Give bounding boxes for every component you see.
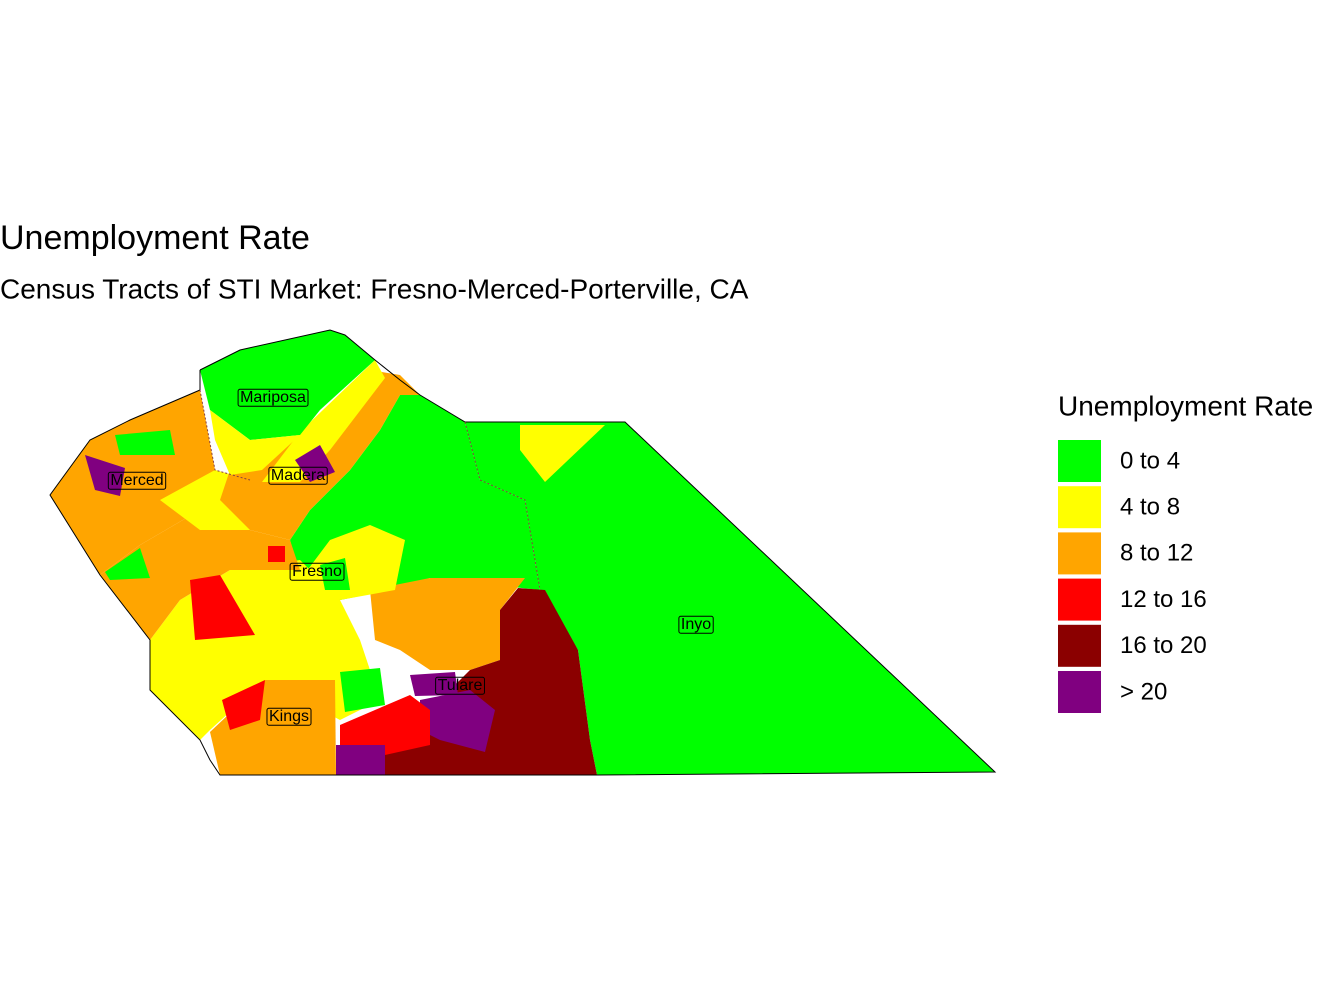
county-label: Fresno: [292, 563, 342, 580]
region: [520, 425, 605, 482]
legend: 0 to 4 4 to 8 8 to 12 12 to 16 16 to 20 > 20: [1058, 440, 1207, 713]
county-label-box: [435, 676, 485, 695]
county-label: Tulare: [438, 677, 483, 694]
county-label: Merced: [110, 472, 163, 489]
legend-label: 4 to 8: [1120, 494, 1180, 521]
legend-title: Unemployment Rate: [1058, 390, 1313, 421]
region: [295, 445, 335, 482]
legend-swatch: [1058, 624, 1101, 667]
county-label-box: [268, 466, 328, 485]
region: [210, 410, 300, 475]
county-label-box: [678, 615, 714, 634]
region: [262, 360, 385, 482]
region: [190, 575, 255, 640]
legend-swatch: [1058, 440, 1101, 482]
legend-label: 0 to 4: [1120, 447, 1180, 474]
county-label: Mariposa: [240, 389, 306, 406]
region: [336, 745, 385, 775]
map: [49, 329, 997, 776]
region: [85, 455, 125, 496]
region-outline: [49, 329, 997, 776]
county-label-box: [237, 388, 309, 407]
region: [320, 558, 350, 590]
subtitle: Census Tracts of STI Market: Fresno-Merc…: [0, 273, 749, 304]
county-label: Kings: [269, 708, 309, 725]
county-label-box: [266, 707, 312, 726]
county-label: Inyo: [681, 616, 711, 633]
legend-swatch: [1058, 671, 1101, 713]
region: [105, 548, 150, 580]
county-label-box: [289, 562, 345, 581]
region: [50, 390, 250, 575]
legend-label: 16 to 20: [1120, 632, 1207, 659]
county-label: Madera: [271, 467, 325, 484]
region: [200, 330, 375, 440]
county-label-box: [107, 471, 167, 490]
legend-swatch: [1058, 532, 1101, 575]
legend-label: 8 to 12: [1120, 540, 1193, 567]
region: [268, 546, 285, 562]
region: [340, 668, 385, 712]
title: Unemployment Rate: [0, 219, 310, 257]
legend-label: > 20: [1120, 678, 1167, 705]
county-border: [199, 389, 251, 481]
region: [465, 422, 995, 775]
region: [100, 510, 300, 640]
region: [370, 578, 525, 670]
legend-swatch: [1058, 578, 1101, 621]
region: [115, 430, 175, 455]
region: [420, 690, 495, 752]
region: [410, 672, 458, 696]
region: [222, 680, 265, 730]
legend-label: 12 to 16: [1120, 586, 1207, 613]
county-labels: Mariposa Merced Madera Fresno Tulare Kin…: [107, 388, 714, 726]
county-border: [464, 421, 541, 591]
legend-swatch: [1058, 486, 1101, 529]
region: [340, 695, 430, 755]
